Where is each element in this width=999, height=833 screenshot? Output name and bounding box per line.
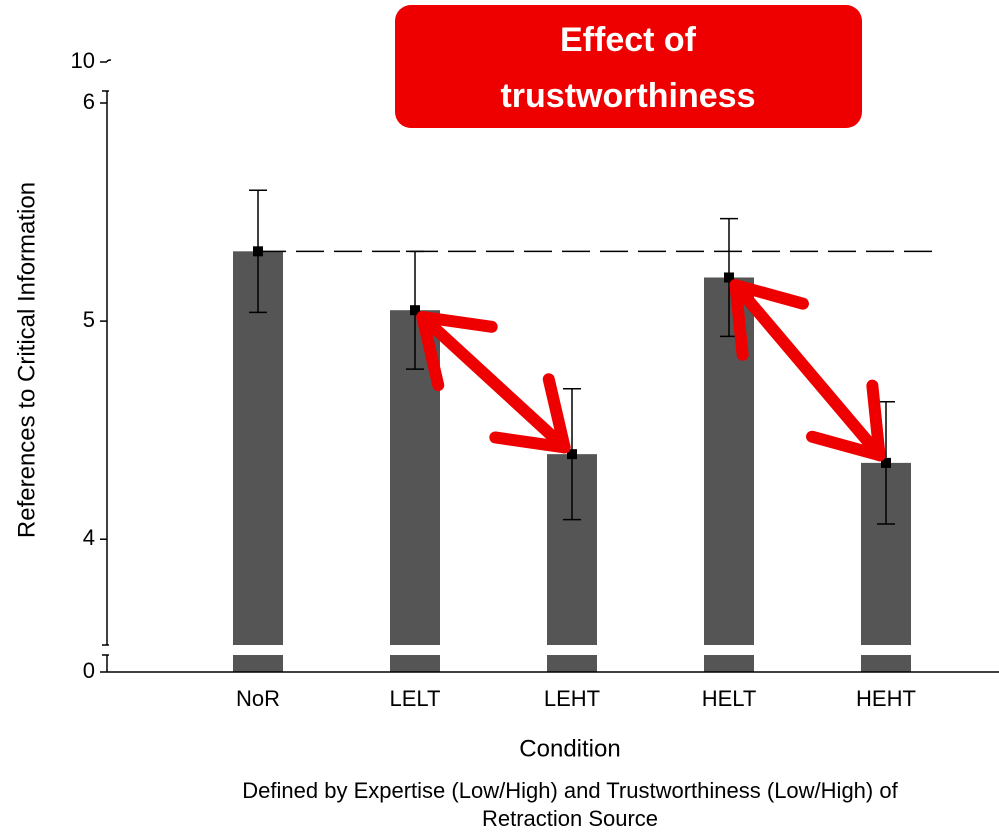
x-tick-label: HEHT	[856, 686, 916, 711]
bar	[233, 251, 283, 672]
arrow-head	[489, 431, 571, 454]
y-tick-label: 0	[83, 658, 95, 683]
arrow-head	[416, 310, 445, 392]
annotation-background	[395, 5, 862, 128]
arrow-shaft	[729, 279, 886, 462]
y-axis-top-break	[106, 59, 112, 63]
x-axis-note: Defined by Expertise (Low/High) and Trus…	[242, 778, 898, 803]
point	[724, 272, 734, 283]
x-axis-note: Retraction Source	[482, 806, 658, 831]
x-axis-label: Condition	[519, 735, 620, 762]
point	[881, 457, 891, 468]
point	[253, 246, 263, 257]
arrow-head	[416, 310, 498, 333]
axis-break-gap	[108, 645, 999, 655]
arrow	[416, 310, 571, 454]
arrow-head	[866, 379, 886, 462]
point	[410, 305, 420, 316]
annotation-box: Effect of trustworthiness	[395, 5, 862, 128]
arrow	[729, 279, 886, 462]
y-tick-label: 5	[83, 307, 95, 332]
y-tick-label: 6	[83, 89, 95, 114]
point	[567, 449, 577, 460]
arrow-head	[729, 279, 749, 361]
arrow-shaft	[416, 310, 571, 454]
annotation-line: Effect of	[560, 21, 697, 59]
x-tick-label: NoR	[236, 686, 280, 711]
x-tick-label: LEHT	[544, 686, 600, 711]
x-tick-label: LELT	[390, 686, 441, 711]
y-tick-label: 4	[83, 525, 95, 550]
arrow-head	[729, 279, 809, 310]
arrow-head	[806, 430, 886, 462]
y-axis-label: References to Critical Information	[13, 182, 40, 538]
y-tick-label: 10	[71, 48, 95, 73]
arrow-head	[542, 373, 571, 454]
x-tick-label: HELT	[702, 686, 757, 711]
annotation-line: trustworthiness	[500, 77, 755, 115]
